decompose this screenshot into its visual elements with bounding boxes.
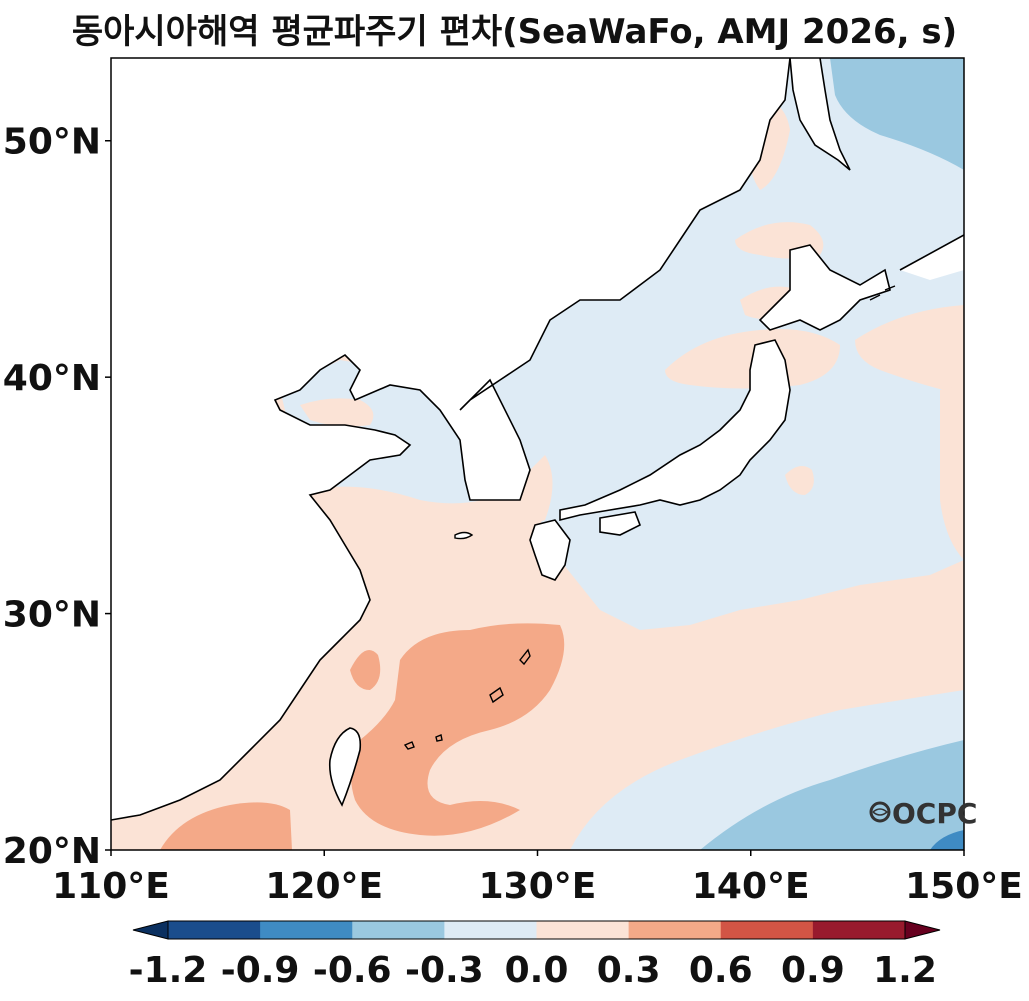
land-kyushu [530,520,570,580]
lon-tick-label: 150°E [905,866,1023,907]
coast-hokkaido [758,244,891,331]
lon-tick-label: 110°E [52,866,170,907]
lat-tick-label: 50°N [3,122,101,163]
colorbar-segment [168,921,261,939]
colorbar-segment [444,921,537,939]
colorbar-label: -1.2 [129,950,208,991]
coast-sakhalin [789,58,851,171]
field-pos-03-east-japan [785,466,814,495]
colorbar-under-arrow [132,920,169,940]
lat-tick-label: 40°N [3,358,101,399]
colorbar-label: -0.3 [405,950,484,991]
coast-ryukyu-2 [519,648,531,666]
coastlines [111,58,964,821]
lat-tick-label: 30°N [3,595,101,636]
land [111,58,964,820]
coast-kuril [869,285,896,301]
field-neg-06-northeast [830,58,964,170]
colorbar-segment [352,921,445,939]
land-mainland [111,58,790,820]
lat-tick-label: 20°N [3,831,101,872]
colorbar-label: 0.9 [781,950,845,991]
colorbar-segment [536,921,630,939]
colorbar-label: 0.6 [689,950,753,991]
lon-tick-label: 140°E [692,866,810,907]
ocpc-logo-wave [872,808,889,816]
lon-tick-label: 130°E [479,866,597,907]
land-taiwan [329,728,361,805]
lat-axis: 50°N 40°N 30°N 20°N [3,122,111,872]
coast-taiwan [328,727,362,807]
map-title: 동아시아해역 평균파주기 편차(SeaWaFo, AMJ 2026, s) [71,12,958,52]
land-honshu [560,340,790,520]
field-pos-06-patch [350,650,381,690]
field-pos-06-southwest [160,802,292,850]
land-hokkaido [760,245,890,330]
coast-ryukyu-4 [435,734,443,742]
lon-tick-label: 120°E [265,866,383,907]
field-neg-09-corner [930,830,964,850]
coast-honshu [559,339,791,522]
field-pos-06-main [351,623,565,836]
colorbar-segment [720,921,814,939]
coast-ryukyu-3 [403,741,415,750]
field-pos-03-kuril [855,305,964,395]
field-pos-03-yellowsea [310,455,553,590]
colorbar: -1.2 -0.9 -0.6 -0.3 0.0 0.3 0.6 0.9 1.2 [129,920,941,991]
colorbar-segment [812,921,906,939]
colorbar-frame [167,920,906,940]
field-pos-03-right-edge [940,385,964,560]
coast-ryukyu-1 [489,686,504,704]
colorbar-over-arrow [904,920,941,940]
ocpc-logo: OCPC [869,797,977,830]
land-russia-ne [900,235,964,280]
colorbar-label: -0.9 [221,950,300,991]
land-sakhalin [790,58,850,170]
coast-jeju [454,531,474,540]
colorbar-label: -0.6 [313,950,392,991]
ocpc-watermark: OCPC [892,797,977,830]
coast-mainland [111,58,791,821]
colorbar-segment [260,921,353,939]
field-neg-06-south [700,740,964,850]
ocpc-logo-icon [869,801,891,823]
colorbar-label: 0.3 [597,950,661,991]
lon-axis: 110°E 120°E 130°E 140°E 150°E [52,850,1023,907]
colorbar-label: 1.2 [873,950,937,991]
colorbar-label: 0.0 [505,950,569,991]
colorbar-segment [628,921,722,939]
coast-russia-ne [899,234,964,271]
coast-shikoku [599,511,642,536]
coast-kyushu [529,519,571,581]
field-pos-03-bohai [300,398,374,427]
